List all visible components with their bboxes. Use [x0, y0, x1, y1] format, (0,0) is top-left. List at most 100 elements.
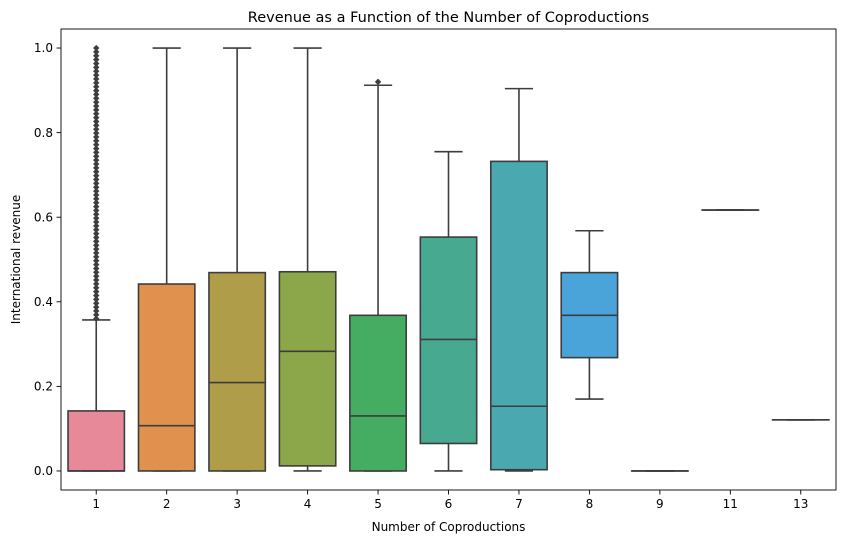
outlier-point — [93, 60, 100, 67]
outlier-point — [93, 218, 100, 226]
outlier-point — [93, 265, 100, 272]
box-7 — [489, 87, 548, 472]
y-tick-label: 0.6 — [34, 210, 53, 224]
outlier-point — [93, 207, 100, 214]
box-6 — [419, 150, 478, 472]
x-tick-label: 11 — [723, 497, 738, 511]
x-tick-label: 2 — [163, 497, 171, 511]
outlier-point — [93, 253, 100, 261]
outlier-point — [93, 230, 100, 237]
outlier-point — [93, 71, 100, 79]
outlier-point — [93, 257, 100, 264]
outlier-point — [93, 172, 100, 179]
box-body — [489, 160, 548, 471]
box-3 — [208, 47, 267, 472]
x-tick-label: 4 — [304, 497, 312, 511]
outlier-point — [93, 149, 100, 156]
x-tick-label: 3 — [233, 497, 241, 511]
chart-title: Revenue as a Function of the Number of C… — [248, 10, 649, 26]
outlier-point — [93, 176, 100, 183]
y-tick-label: 0.4 — [34, 295, 53, 309]
outlier-point — [93, 195, 100, 203]
outlier-point — [93, 44, 100, 52]
outlier-point — [93, 234, 100, 241]
outlier-point — [93, 160, 100, 168]
box-8 — [560, 229, 619, 400]
outlier-point — [93, 110, 100, 117]
outlier-point — [93, 315, 100, 322]
outlier-point — [93, 272, 100, 280]
outlier-point — [93, 292, 100, 299]
y-tick-label: 0.2 — [34, 380, 53, 394]
y-axis: 0.0 0.2 0.4 0.6 0.8 1.0 — [34, 41, 61, 478]
outlier-point — [93, 137, 100, 145]
outlier-point — [93, 98, 100, 106]
outlier-point — [93, 300, 100, 307]
y-tick-label: 0.0 — [34, 464, 53, 478]
outlier-point — [93, 203, 100, 210]
outlier-point — [93, 145, 100, 152]
outlier-point — [93, 187, 100, 195]
x-tick-label: 9 — [656, 497, 664, 511]
outlier-point — [93, 75, 100, 83]
outlier-point — [93, 164, 100, 172]
outlier-point — [93, 106, 100, 114]
outlier-point — [93, 226, 100, 233]
y-tick-label: 1.0 — [34, 41, 53, 55]
box-body — [349, 314, 408, 472]
outlier-point — [93, 238, 100, 245]
outlier-point — [374, 78, 382, 86]
outlier-point — [93, 91, 100, 98]
x-tick-label: 5 — [374, 497, 382, 511]
outlier-point — [93, 296, 100, 303]
x-axis: 1 2 3 4 5 6 7 8 9 11 13 — [92, 490, 808, 511]
y-axis-label: International revenue — [9, 195, 23, 325]
outlier-point — [93, 303, 100, 311]
outlier-point — [93, 184, 100, 191]
outlier-point — [93, 153, 100, 160]
box-body — [67, 410, 126, 472]
outlier-point — [93, 311, 100, 319]
box-body — [208, 271, 267, 472]
outlier-point — [93, 79, 100, 87]
outlier-point — [93, 222, 100, 230]
box-body — [419, 236, 478, 445]
outlier-point — [93, 48, 100, 56]
outlier-point — [93, 199, 100, 206]
boxes-layer — [67, 44, 830, 472]
box-body — [137, 283, 196, 472]
outlier-point — [93, 245, 100, 253]
outlier-point — [93, 118, 100, 125]
outlier-point — [93, 276, 100, 284]
outlier-point — [93, 56, 100, 63]
outlier-point — [93, 102, 100, 110]
y-tick-label: 0.8 — [34, 126, 53, 140]
outlier-point — [93, 52, 100, 59]
outlier-point — [93, 288, 100, 295]
x-tick-label: 8 — [586, 497, 594, 511]
outlier-point — [93, 168, 100, 175]
box-5 — [349, 78, 408, 472]
x-tick-label: 13 — [793, 497, 808, 511]
outlier-point — [93, 269, 100, 276]
outlier-point — [93, 114, 100, 121]
outlier-point — [93, 180, 100, 187]
box-2 — [137, 47, 196, 472]
outlier-point — [93, 214, 100, 222]
box-body — [278, 270, 337, 467]
outlier-point — [93, 261, 100, 268]
x-tick-label: 7 — [515, 497, 523, 511]
outlier-point — [93, 249, 100, 257]
x-axis-label: Number of Coproductions — [372, 520, 526, 534]
outlier-point — [93, 307, 100, 315]
outlier-point — [93, 242, 100, 249]
outlier-point — [93, 95, 100, 102]
outlier-point — [93, 156, 100, 164]
outlier-point — [93, 83, 100, 90]
x-tick-label: 6 — [445, 497, 453, 511]
outlier-point — [93, 64, 100, 71]
x-tick-label: 1 — [92, 497, 100, 511]
outlier-point — [93, 87, 100, 94]
box-4 — [278, 47, 337, 472]
